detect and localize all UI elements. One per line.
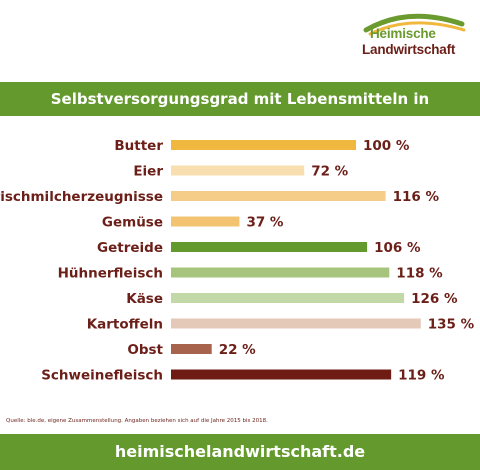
bar	[171, 191, 386, 201]
footer-url[interactable]: heimischelandwirtschaft.de	[0, 434, 480, 470]
value-label: 72 %	[311, 164, 348, 180]
category-label: Hühnerfleisch	[58, 266, 163, 282]
bar	[171, 318, 421, 329]
value-label: 126 %	[411, 291, 458, 307]
category-label: Butter	[114, 138, 163, 154]
bar	[171, 369, 392, 380]
bar	[171, 165, 305, 176]
value-label: 100 %	[363, 138, 410, 154]
category-label: Gemüse	[102, 215, 163, 231]
category-label: Schweinefleisch	[41, 368, 163, 384]
brand-logo: Heimische Landwirtschaft	[360, 10, 470, 62]
bar	[171, 216, 240, 227]
bar	[171, 267, 390, 278]
logo-arc-icon	[363, 13, 466, 36]
category-label: Frischmilcherzeugnisse	[0, 189, 163, 205]
value-label: 118 %	[396, 266, 443, 282]
bar-chart: Butter 100 % Eier 72 % Frischmilcherzeugniss…	[0, 138, 475, 384]
logo-text-line1: Heimische	[370, 26, 436, 41]
category-label: Käse	[126, 291, 163, 307]
value-label: 119 %	[398, 368, 445, 384]
value-label: 106 %	[374, 240, 421, 256]
value-label: 135 %	[428, 317, 475, 333]
value-label: 22 %	[219, 342, 256, 358]
bar	[171, 140, 356, 150]
category-label: Eier	[133, 164, 163, 180]
chart-title: Selbstversorgungsgrad mit Lebensmitteln …	[0, 82, 480, 142]
logo-text-line2: Landwirtschaft	[362, 42, 456, 57]
category-label: Kartoffeln	[87, 317, 163, 333]
source-note: Quelle: ble.de, eigene Zusammenstellung.…	[6, 418, 268, 424]
bar	[171, 242, 368, 252]
bar	[171, 344, 212, 354]
value-label: 37 %	[246, 215, 283, 231]
category-label: Getreide	[97, 240, 163, 256]
value-label: 116 %	[393, 189, 440, 205]
category-label: Obst	[127, 342, 163, 358]
bar	[171, 293, 405, 303]
